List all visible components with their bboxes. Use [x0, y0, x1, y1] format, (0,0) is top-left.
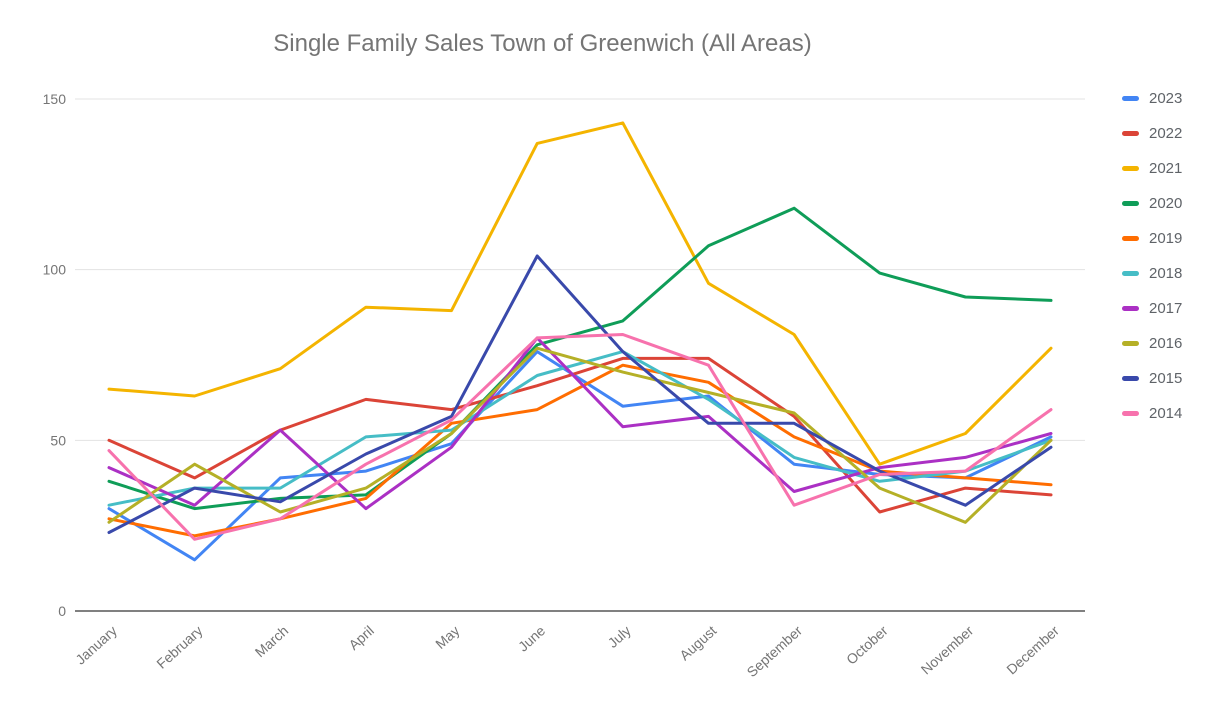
series-line-2017 — [107, 336, 1053, 511]
x-axis-label-march: March — [252, 622, 292, 660]
x-axis-label-february: February — [153, 622, 205, 671]
legend-label: 2022 — [1149, 125, 1183, 142]
series-line-2022 — [107, 356, 1053, 514]
chart-title: Single Family Sales Town of Greenwich (A… — [273, 30, 812, 57]
x-axis-label-april: April — [345, 622, 377, 653]
x-axis-label-june: June — [515, 622, 548, 654]
y-axis-label-0: 0 — [58, 603, 66, 619]
series-line-2021 — [107, 121, 1053, 466]
legend-swatch-2019 — [1122, 236, 1139, 241]
legend-label: 2021 — [1149, 160, 1183, 177]
legend-swatch-2015 — [1122, 376, 1139, 381]
legend-item-2016[interactable]: 2016 — [1122, 333, 1182, 354]
legend: 2023 2022 2021 2020 2019 2018 2017 2016 2015 2014 — [1122, 88, 1182, 438]
legend-label: 2023 — [1149, 90, 1183, 107]
legend-item-2022[interactable]: 2022 — [1122, 123, 1182, 144]
legend-label: 2014 — [1149, 405, 1183, 422]
x-axis-label-august: August — [676, 622, 719, 663]
legend-label: 2017 — [1149, 300, 1183, 317]
series-line-2015 — [107, 254, 1053, 534]
legend-label: 2020 — [1149, 195, 1183, 212]
legend-item-2014[interactable]: 2014 — [1122, 403, 1182, 424]
legend-item-2017[interactable]: 2017 — [1122, 298, 1182, 319]
y-axis-label-100: 100 — [43, 262, 67, 278]
legend-label: 2015 — [1149, 370, 1183, 387]
series-line-2014 — [107, 333, 1053, 541]
legend-swatch-2018 — [1122, 271, 1139, 276]
legend-item-2021[interactable]: 2021 — [1122, 158, 1182, 179]
legend-item-2015[interactable]: 2015 — [1122, 368, 1182, 389]
x-axis-label-october: October — [843, 622, 891, 667]
series-line-2016 — [107, 346, 1053, 524]
legend-swatch-2014 — [1122, 411, 1139, 416]
x-axis-label-january: January — [72, 622, 120, 667]
x-axis-label-december: December — [1003, 622, 1062, 677]
legend-label: 2016 — [1149, 335, 1183, 352]
x-axis-label-may: May — [432, 622, 462, 652]
x-axis-label-november: November — [918, 622, 977, 677]
legend-label: 2018 — [1149, 265, 1183, 282]
legend-swatch-2016 — [1122, 341, 1139, 346]
series-line-2018 — [107, 350, 1053, 507]
y-axis-label-150: 150 — [43, 91, 67, 107]
legend-item-2020[interactable]: 2020 — [1122, 193, 1182, 214]
legend-swatch-2017 — [1122, 306, 1139, 311]
x-axis-label-september: September — [743, 622, 805, 680]
legend-item-2018[interactable]: 2018 — [1122, 263, 1182, 284]
legend-swatch-2023 — [1122, 96, 1139, 101]
legend-label: 2019 — [1149, 230, 1183, 247]
legend-swatch-2020 — [1122, 201, 1139, 206]
legend-item-2019[interactable]: 2019 — [1122, 228, 1182, 249]
legend-swatch-2021 — [1122, 166, 1139, 171]
y-axis-label-50: 50 — [50, 432, 66, 448]
x-axis-label-july: July — [605, 622, 634, 651]
legend-swatch-2022 — [1122, 131, 1139, 136]
series-line-2019 — [107, 363, 1053, 538]
legend-item-2023[interactable]: 2023 — [1122, 88, 1182, 109]
